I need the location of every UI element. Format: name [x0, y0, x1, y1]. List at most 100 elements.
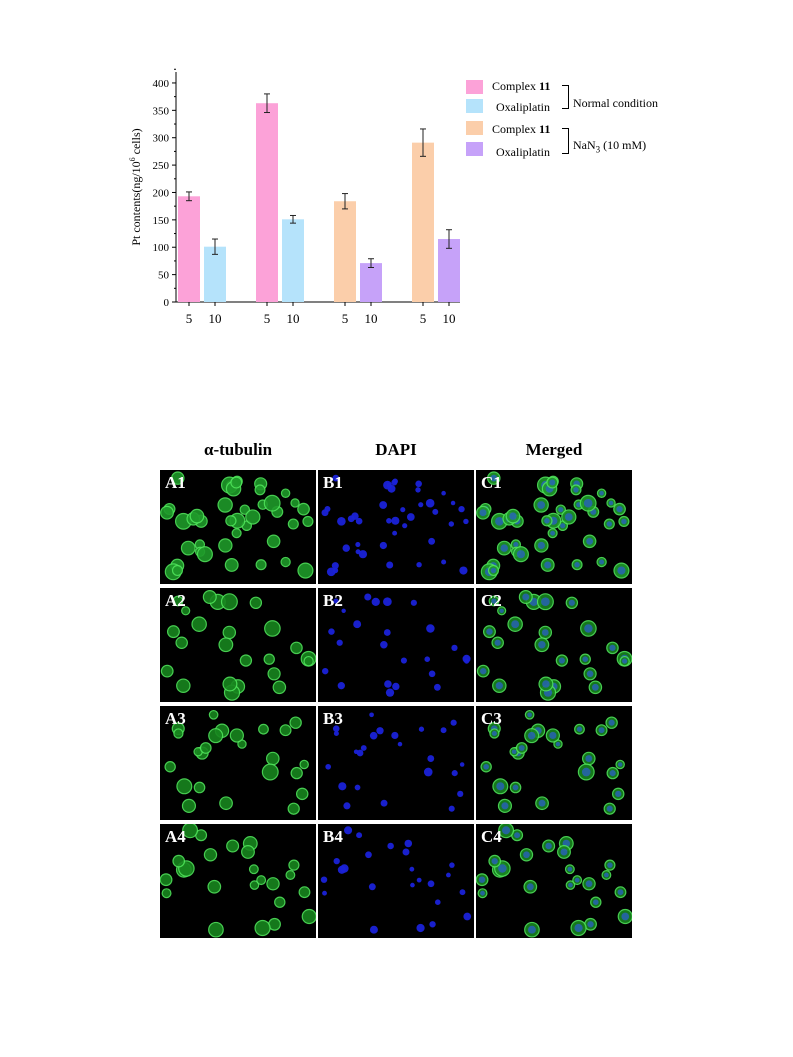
nucleus-mark [369, 712, 374, 718]
cell-mark [218, 538, 233, 553]
column-header-alpha-tubulin: α-tubulin [203, 440, 273, 459]
cell-mark [203, 848, 218, 862]
cell-mark [164, 761, 176, 773]
nucleus-mark [574, 923, 583, 933]
nucleus-mark [450, 500, 456, 506]
cell-mark [290, 641, 303, 655]
y-tick-label: 50 [158, 270, 170, 282]
nucleus-mark [498, 864, 507, 873]
panel-label: C1 [481, 473, 502, 492]
nucleus-mark [392, 682, 400, 691]
legend-label-oxaliplatin-normal: Oxaliplatin [496, 100, 550, 114]
cell-mark [172, 854, 186, 868]
nucleus-mark [606, 805, 613, 812]
nucleus-mark [416, 877, 422, 883]
micrograph-image [320, 826, 472, 934]
nucleus-mark [333, 730, 339, 736]
nucleus-mark [581, 767, 591, 777]
cell-mark [219, 796, 233, 811]
nucleus-mark [500, 544, 508, 552]
nucleus-mark [448, 805, 455, 812]
cell-mark [264, 620, 281, 637]
nucleus-mark [322, 890, 327, 896]
nucleus-mark [336, 639, 343, 646]
nucleus-mark [495, 682, 503, 690]
cell-mark [191, 616, 207, 632]
nucleus-mark [518, 745, 525, 751]
nucleus-mark [415, 480, 422, 488]
micrograph-image [160, 824, 316, 938]
nucleus-mark [434, 899, 441, 906]
legend-swatch-complex-nan3 [466, 121, 483, 135]
nucleus-mark [449, 862, 455, 868]
cell-mark [289, 716, 302, 729]
nucleus-mark [402, 848, 410, 856]
nucleus-mark [617, 762, 623, 767]
nucleus-mark [458, 505, 465, 513]
nucleus-mark [332, 474, 340, 482]
cell-mark [218, 637, 234, 653]
cell-mark [208, 728, 224, 744]
nucleus-mark [574, 561, 580, 568]
cell-mark [301, 908, 316, 925]
nucleus-mark [527, 712, 532, 718]
nucleus-mark [568, 599, 575, 606]
legend-label-complex-nan3: Complex 11 [492, 122, 551, 136]
cell-mark [160, 505, 174, 520]
nucleus-mark [337, 517, 346, 526]
nucleus-mark [527, 731, 536, 740]
nucleus-mark [558, 657, 565, 664]
cell-mark [263, 494, 281, 512]
x-tick-label: 10 [209, 311, 222, 326]
cell-mark [288, 859, 300, 871]
nucleus-mark [555, 741, 561, 747]
cell-mark [239, 654, 253, 667]
micrograph-panel-a4-alpha-tubulin: A4 [160, 824, 316, 938]
panel-label: A1 [165, 473, 186, 492]
cell-mark [180, 540, 196, 556]
nucleus-mark [332, 567, 339, 574]
cell-mark [254, 919, 271, 937]
micrograph-panel-b1-dapi: B1 [318, 470, 474, 584]
nucleus-mark [495, 517, 504, 526]
nucleus-mark [356, 749, 364, 757]
y-tick-label: 200 [153, 187, 170, 199]
nucleus-mark [621, 912, 630, 921]
nucleus-mark [617, 889, 624, 896]
nucleus-mark [523, 851, 530, 859]
micrograph-panel-c2-merged: C2 [476, 588, 632, 702]
nucleus-mark [599, 490, 604, 496]
nucleus-mark [479, 509, 487, 517]
micrograph-image [164, 709, 309, 815]
nucleus-mark [527, 925, 536, 934]
bar [412, 142, 434, 302]
y-tick-label: 250 [153, 160, 170, 172]
legend-group-nan3: NaN3 (10 mM) [573, 138, 647, 155]
bar-chart: 0 50 100 150 200 250 300 350 400 Pt contents(ng/1… [0, 0, 793, 360]
y-tick-label: 350 [153, 105, 170, 117]
micrograph-panel-b3-dapi: B3 [318, 706, 474, 820]
nucleus-mark [415, 487, 421, 493]
nucleus-mark [392, 530, 398, 536]
cell-mark [287, 518, 299, 530]
nucleus-mark [544, 561, 552, 569]
x-tick-label: 5 [264, 311, 271, 326]
cell-mark [189, 508, 205, 524]
cell-mark [258, 723, 269, 735]
nucleus-mark [433, 683, 441, 691]
micrograph-image [160, 590, 316, 701]
cell-mark [224, 558, 239, 572]
micrograph-image [321, 474, 469, 577]
bar [256, 103, 278, 302]
cell-mark [182, 824, 199, 839]
nucleus-mark [582, 656, 589, 662]
nucleus-mark [369, 925, 378, 934]
panel-label: A3 [165, 709, 186, 728]
cell-mark [266, 877, 280, 891]
nucleus-mark [451, 644, 458, 651]
nucleus-mark [332, 725, 340, 732]
nucleus-mark [448, 521, 455, 527]
nucleus-mark [586, 537, 594, 545]
nucleus-mark [383, 629, 391, 636]
nucleus-mark [621, 518, 627, 525]
